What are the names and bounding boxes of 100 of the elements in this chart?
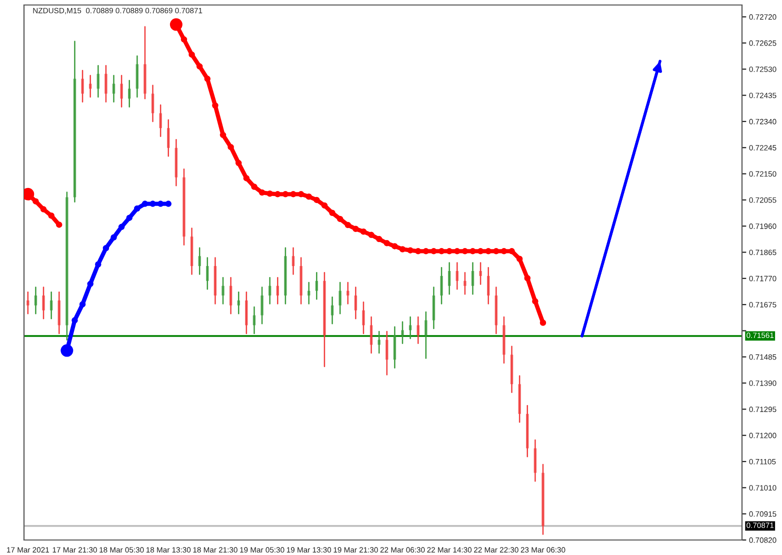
candlestick — [206, 257, 209, 290]
point — [110, 234, 117, 241]
point — [422, 248, 430, 254]
candlestick — [128, 80, 131, 108]
candlestick — [34, 286, 38, 314]
point — [282, 191, 289, 198]
point — [516, 256, 523, 262]
candlestick — [292, 247, 295, 275]
candlestick — [471, 262, 474, 295]
point — [258, 189, 266, 196]
point — [180, 36, 188, 43]
point — [298, 191, 304, 198]
point — [540, 320, 546, 326]
candlestick — [104, 64, 108, 103]
point — [243, 175, 250, 182]
candlestick — [151, 84, 154, 122]
point — [493, 248, 500, 254]
point — [336, 216, 344, 222]
point — [290, 191, 296, 198]
candlestick — [237, 292, 240, 314]
candlestick — [42, 286, 45, 320]
point — [524, 275, 531, 282]
point — [314, 196, 320, 204]
point — [376, 236, 382, 242]
candlestick — [370, 316, 373, 354]
candlestick — [338, 282, 342, 314]
point — [532, 298, 538, 304]
point — [508, 248, 515, 254]
point — [235, 160, 242, 166]
candlestick — [276, 276, 280, 304]
point — [142, 200, 148, 207]
point — [102, 245, 110, 252]
point — [407, 247, 414, 254]
candlestick — [440, 267, 443, 304]
point — [95, 261, 102, 268]
point — [462, 248, 468, 254]
point — [87, 280, 94, 288]
point — [438, 248, 445, 254]
candlestick — [479, 262, 482, 285]
candlestick — [401, 321, 404, 344]
point — [134, 205, 140, 212]
candlestick — [167, 119, 170, 157]
point — [40, 206, 47, 212]
point — [157, 200, 164, 207]
candlestick — [424, 311, 428, 359]
point — [72, 317, 78, 324]
point — [485, 248, 492, 254]
point — [500, 248, 508, 254]
point — [384, 240, 390, 246]
point — [430, 248, 437, 254]
point — [212, 102, 218, 109]
candlestick — [330, 296, 334, 324]
point — [477, 248, 484, 254]
candlestick — [112, 74, 116, 103]
candlestick — [456, 262, 459, 290]
point — [329, 210, 336, 216]
candlestick — [120, 74, 123, 108]
point — [321, 202, 328, 209]
point — [204, 76, 211, 82]
candlestick — [222, 276, 224, 304]
point — [306, 194, 312, 200]
point — [414, 248, 422, 254]
point — [368, 232, 374, 238]
point — [79, 301, 86, 308]
candlestick — [386, 330, 388, 376]
point — [470, 248, 476, 254]
candlestick — [416, 316, 420, 344]
candlestick — [260, 286, 264, 324]
candlestick — [378, 330, 380, 354]
point — [251, 184, 258, 190]
candlestick — [408, 316, 412, 340]
candlestick — [229, 276, 232, 314]
point — [274, 191, 281, 198]
candlestick — [354, 286, 358, 320]
candlestick — [486, 267, 490, 304]
candlestick — [159, 104, 162, 137]
candlestick — [96, 64, 100, 98]
point — [392, 243, 398, 250]
candlestick — [315, 272, 318, 300]
point — [196, 63, 203, 70]
point — [344, 222, 352, 228]
candlestick — [81, 70, 84, 103]
point — [360, 228, 367, 235]
candlestick — [50, 292, 53, 320]
point — [150, 200, 156, 207]
point — [399, 246, 406, 252]
point — [165, 200, 172, 207]
candlestick — [448, 262, 451, 295]
candlestick — [198, 247, 201, 275]
point — [118, 224, 125, 230]
candlestick — [464, 272, 466, 295]
candlestick — [88, 74, 92, 98]
candlestick — [268, 276, 272, 304]
point — [48, 212, 54, 219]
point — [446, 248, 452, 254]
point — [266, 190, 273, 197]
candlestick — [362, 301, 365, 334]
point — [188, 51, 195, 58]
point — [352, 226, 359, 232]
point — [228, 144, 234, 150]
